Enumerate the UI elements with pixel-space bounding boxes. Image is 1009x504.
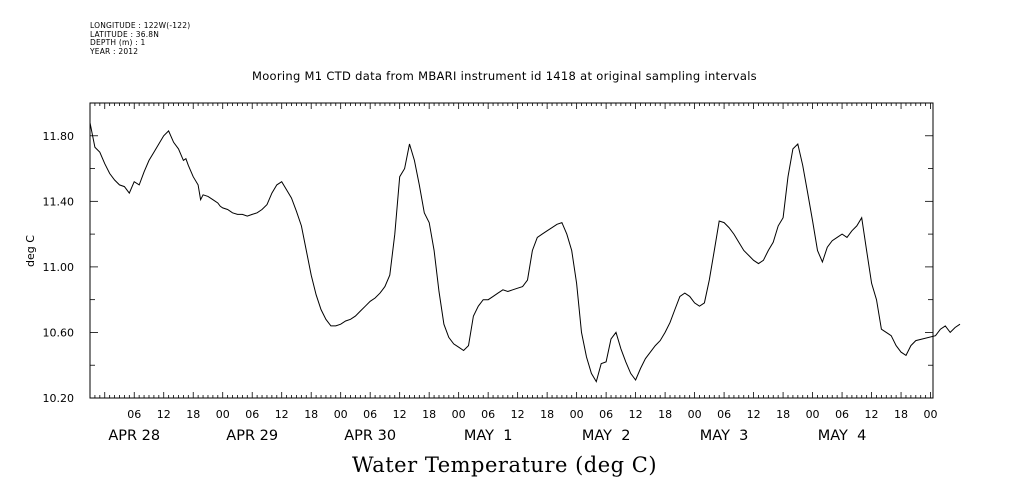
x-tick-label: 12 [865, 408, 879, 421]
x-day-label: MAY 1 [464, 428, 513, 444]
x-tick-label: 12 [747, 408, 761, 421]
meta-year: YEAR : 2012 [90, 46, 139, 56]
meta-depth: DEPTH (m) : 1 [90, 38, 146, 48]
meta-latitude: LATITUDE : 36.8N [90, 29, 160, 39]
x-tick-label: 12 [393, 408, 407, 421]
metadata-block: LONGITUDE : 122W(-122) LATITUDE : 36.8N … [90, 21, 191, 56]
x-day-label: APR 30 [344, 428, 396, 444]
x-day-label: APR 29 [226, 428, 278, 444]
y-tick-label: 11.40 [43, 195, 75, 208]
x-tick-label: 12 [157, 408, 171, 421]
x-tick-label: 00 [334, 408, 348, 421]
x-tick-label: 06 [363, 408, 377, 421]
x-tick-label: 12 [629, 408, 643, 421]
x-tick-label: 00 [924, 408, 938, 421]
x-day-label: MAY 3 [700, 428, 749, 444]
x-tick-label: 06 [717, 408, 731, 421]
x-day-label: MAY 2 [582, 428, 631, 444]
y-tick-label: 11.00 [43, 261, 75, 274]
y-tick-label: 10.60 [43, 326, 75, 339]
x-tick-label: 06 [481, 408, 495, 421]
x-tick-label: 12 [275, 408, 289, 421]
x-tick-label: 18 [894, 408, 908, 421]
x-day-label: APR 28 [108, 428, 160, 444]
y-tick-label: 10.20 [43, 392, 75, 405]
x-tick-label: 06 [245, 408, 259, 421]
x-tick-label: 06 [835, 408, 849, 421]
y-tick-label: 11.80 [43, 130, 75, 143]
x-tick-label: 18 [658, 408, 672, 421]
meta-longitude: LONGITUDE : 122W(-122) [90, 21, 191, 30]
x-tick-label: 18 [422, 408, 436, 421]
x-tick-label: 00 [216, 408, 230, 421]
x-tick-label: 18 [540, 408, 554, 421]
series-line [89, 122, 961, 383]
x-tick-label: 18 [304, 408, 318, 421]
x-tick-label: 06 [127, 408, 141, 421]
x-axis-title: Water Temperature (deg C) [351, 453, 658, 477]
x-tick-label: 12 [511, 408, 525, 421]
plot-frame [89, 102, 934, 399]
y-axis-label: deg C [24, 235, 37, 267]
x-tick-label: 00 [452, 408, 466, 421]
x-tick-label: 06 [599, 408, 613, 421]
x-tick-label: 18 [776, 408, 790, 421]
x-day-label: MAY 4 [818, 428, 867, 444]
x-tick-label: 00 [688, 408, 702, 421]
x-tick-label: 18 [186, 408, 200, 421]
chart-title: Mooring M1 CTD data from MBARI instrumen… [252, 69, 757, 83]
x-tick-label: 00 [806, 408, 820, 421]
x-tick-label: 00 [570, 408, 584, 421]
